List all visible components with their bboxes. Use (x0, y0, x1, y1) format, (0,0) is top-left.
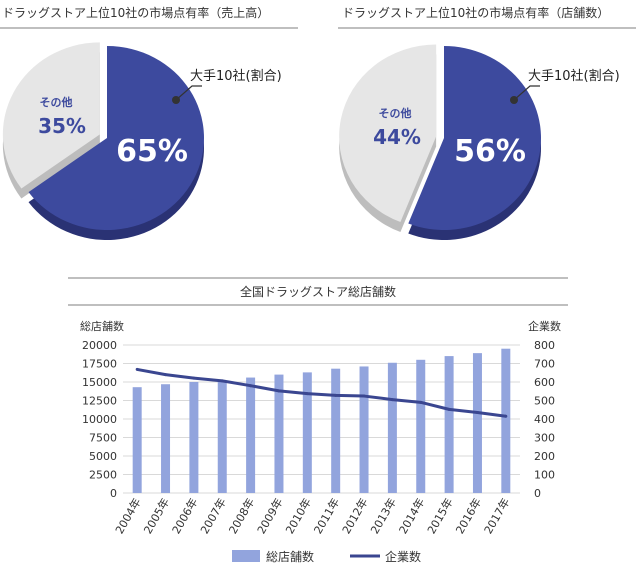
bar (189, 382, 199, 493)
x-tick-label: 2005年 (141, 496, 173, 537)
pie-2-others-label: その他 (379, 106, 412, 120)
pie-chart-sales: ドラッグストア上位10社の市場点有率（売上高） その他 35% 65% 大手10… (0, 5, 298, 241)
bar (302, 372, 312, 493)
right-tick-label: 300 (534, 432, 555, 445)
x-tick-label: 2006年 (169, 496, 201, 537)
legend-bar-swatch (232, 550, 260, 562)
left-tick-label: 12500 (82, 395, 117, 408)
x-tick-label: 2016年 (452, 496, 484, 537)
left-axis-ticks: 0 2500 5000 7500 10000 12500 15000 17500 20000 (82, 339, 117, 500)
combo-title: 全国ドラッグストア総店舗数 (240, 284, 396, 299)
line-point (334, 393, 338, 397)
pie-2-callout-line (513, 85, 540, 101)
left-tick-label: 0 (110, 487, 117, 500)
right-tick-label: 800 (534, 339, 555, 352)
right-tick-label: 100 (534, 469, 555, 482)
pie-2-others-value: 44% (373, 125, 421, 149)
line-point (135, 367, 139, 371)
line-point (504, 414, 508, 418)
line-point (220, 379, 224, 383)
pie-1-others-label: その他 (40, 95, 73, 109)
x-tick-label: 2010年 (282, 496, 314, 537)
x-tick-label: 2004年 (112, 496, 144, 537)
right-axis-title: 企業数 (528, 319, 561, 333)
line-path (136, 367, 507, 418)
legend-line-label: 企業数 (385, 549, 421, 564)
bar (217, 381, 227, 493)
right-tick-label: 200 (534, 450, 555, 463)
pie-1-major-value: 65% (116, 134, 188, 169)
x-tick-label: 2017年 (481, 495, 513, 536)
pie-1-callout-dot (172, 96, 180, 104)
bar (246, 377, 256, 493)
grid-lines (123, 344, 520, 494)
x-tick-label: 2013年 (367, 496, 399, 537)
line-point (305, 392, 309, 396)
line-point (447, 407, 451, 411)
line-point (164, 373, 168, 377)
x-axis-ticks: 2004年2005年2006年2007年2008年2009年2010年2011年… (112, 495, 512, 536)
pie-2-callout-label: 大手10社(割合) (528, 68, 620, 84)
line-point (277, 389, 281, 393)
bar (359, 366, 369, 493)
line-point (362, 394, 366, 398)
left-tick-label: 17500 (82, 358, 117, 371)
combo-chart-stores: 全国ドラッグストア総店舗数 総店舗数 企業数 02500500075001000… (68, 277, 568, 564)
left-axis-title: 総店舗数 (80, 319, 124, 333)
pie-1-slice-major (28, 46, 204, 231)
pie-1-slice-others (2, 42, 100, 189)
line-series (135, 367, 508, 418)
pie-2-major-value: 56% (454, 134, 526, 169)
left-tick-label: 10000 (82, 413, 117, 426)
pie-chart-stores: ドラッグストア上位10社の市場点有率（店舗数） その他 44% 56% 大手10… (338, 5, 636, 240)
left-tick-label: 7500 (89, 432, 117, 445)
bar (387, 362, 397, 493)
pie-2-slice-others (339, 44, 437, 223)
left-tick-label: 15000 (82, 376, 117, 389)
bar (331, 368, 341, 493)
left-tick-label: 5000 (89, 450, 117, 463)
right-tick-label: 0 (534, 487, 541, 500)
pie-1-callout-line (175, 85, 202, 101)
bar-series (132, 348, 511, 493)
right-tick-label: 500 (534, 395, 555, 408)
x-tick-label: 2009年 (254, 496, 286, 537)
right-axis-ticks: 0 100 200 300 400 500 600 700 800 (534, 339, 555, 500)
bar (444, 356, 454, 493)
bar (472, 353, 482, 493)
legend-bar-label: 総店舗数 (266, 549, 314, 564)
pie-1-callout-label: 大手10社(割合) (190, 68, 282, 84)
line-point (419, 400, 423, 404)
left-tick-label: 20000 (82, 339, 117, 352)
x-tick-label: 2014年 (396, 496, 428, 537)
bar (501, 348, 511, 493)
line-point (249, 384, 253, 388)
left-tick-label: 2500 (89, 469, 117, 482)
right-tick-label: 600 (534, 376, 555, 389)
x-tick-label: 2011年 (311, 496, 343, 537)
line-point (475, 411, 479, 415)
bar (161, 384, 171, 493)
bar (416, 359, 426, 493)
pie-2-callout-dot (510, 96, 518, 104)
x-tick-label: 2012年 (339, 496, 371, 537)
bar (274, 374, 284, 493)
x-tick-label: 2015年 (424, 496, 456, 537)
pie-1-others-value: 35% (38, 114, 86, 138)
bar (132, 387, 142, 493)
pie-2-slice-major (408, 46, 541, 230)
right-tick-label: 400 (534, 413, 555, 426)
right-tick-label: 700 (534, 358, 555, 371)
legend: 総店舗数 企業数 (232, 549, 421, 564)
x-tick-label: 2007年 (197, 496, 229, 537)
x-tick-label: 2008年 (226, 496, 258, 537)
pie-1-title: ドラッグストア上位10社の市場点有率（売上高） (2, 5, 269, 20)
line-point (390, 398, 394, 402)
line-point (192, 376, 196, 380)
pie-2-title: ドラッグストア上位10社の市場点有率（店舗数） (342, 5, 609, 20)
